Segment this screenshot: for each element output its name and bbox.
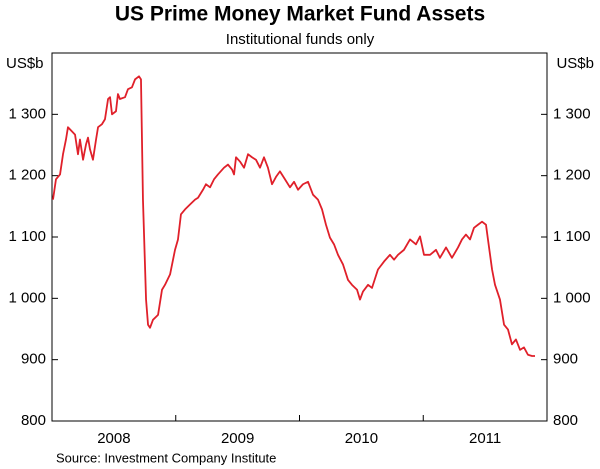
x-tick-label: 2009	[221, 430, 254, 447]
y-tick-label: 1 100	[8, 228, 46, 245]
y2-tick-label: 1 200	[553, 167, 591, 184]
x-tick-label: 2011	[469, 430, 501, 447]
source-note: Source: Investment Company Institute	[56, 450, 276, 465]
y-axis-unit: US$b	[6, 55, 44, 72]
data-line	[52, 75, 535, 357]
chart-title: US Prime Money Market Fund Assets	[115, 3, 485, 26]
plot-frame	[51, 52, 548, 422]
y-tick-label: 1 000	[8, 289, 46, 306]
y-tick-label: 800	[21, 412, 46, 429]
x-tick-label: 2008	[97, 430, 130, 447]
y2-tick-label: 1 000	[553, 289, 591, 306]
chart-subtitle: Institutional funds only	[226, 31, 375, 48]
y2-tick-label: 1 300	[553, 105, 591, 122]
y-tick-label: 900	[21, 351, 46, 368]
y2-tick-label: 900	[553, 351, 578, 368]
y2-axis-unit: US$b	[556, 55, 594, 72]
y2-tick-label: 800	[553, 412, 578, 429]
y-tick-label: 1 300	[8, 105, 46, 122]
x-tick-label: 2010	[345, 430, 378, 447]
y-tick-label: 1 200	[8, 167, 46, 184]
y2-tick-label: 1 100	[553, 228, 591, 245]
